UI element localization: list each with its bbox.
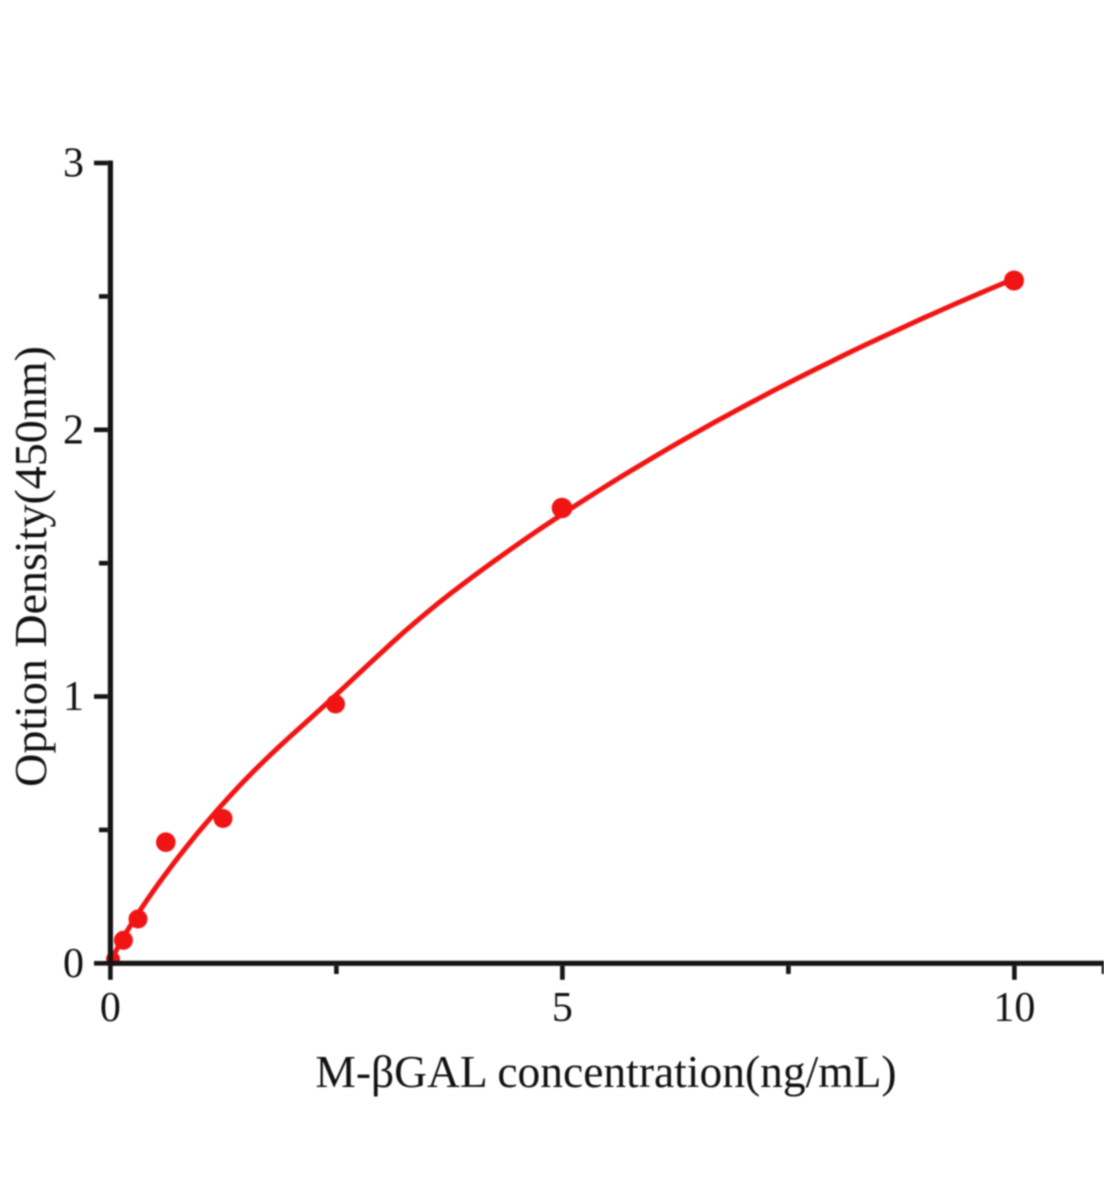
svg-text:3: 3 xyxy=(63,141,84,187)
svg-text:M-βGAL concentration(ng/mL): M-βGAL concentration(ng/mL) xyxy=(315,1046,896,1097)
svg-text:10: 10 xyxy=(993,985,1035,1031)
svg-text:0: 0 xyxy=(63,941,84,987)
svg-text:2: 2 xyxy=(63,408,84,454)
svg-text:Option Density(450nm): Option Density(450nm) xyxy=(5,346,56,787)
svg-text:5: 5 xyxy=(552,985,573,1031)
svg-text:0: 0 xyxy=(100,985,121,1031)
svg-text:1: 1 xyxy=(63,674,84,720)
